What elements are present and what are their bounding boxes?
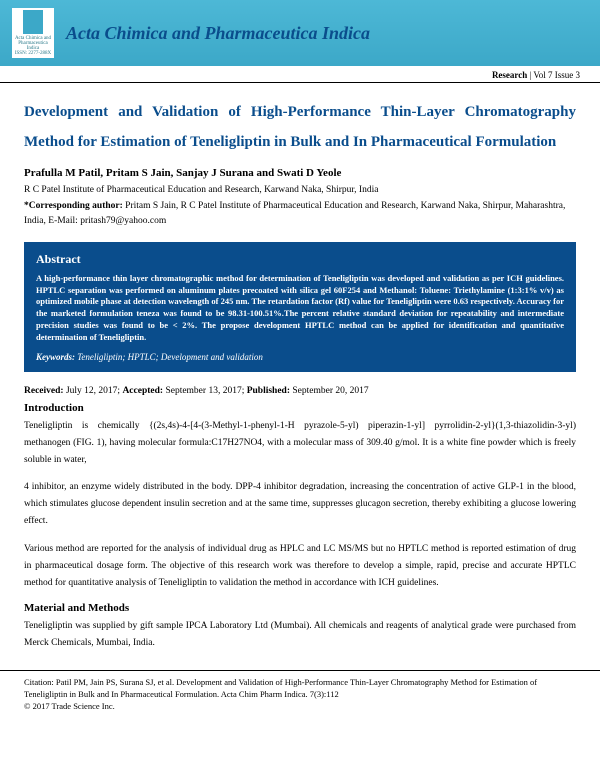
issue-text: | Vol 7 Issue 3 [527,70,580,80]
article-content: Development and Validation of High-Perfo… [0,97,600,652]
corresponding-author: *Corresponding author: Pritam S Jain, R … [24,199,576,229]
intro-paragraph-1: Teneligliptin is chemically {(2s,4s)-4-[… [24,418,576,469]
corresponding-label: *Corresponding author: [24,201,123,211]
published-label: Published: [247,386,290,396]
citation-text: Citation: Patil PM, Jain PS, Surana SJ, … [24,677,576,701]
accepted-date: September 13, 2017; [163,386,247,396]
abstract-heading: Abstract [36,252,564,267]
intro-paragraph-3: Various method are reported for the anal… [24,541,576,592]
accepted-label: Accepted: [122,386,163,396]
published-date: September 20, 2017 [290,386,369,396]
journal-title: Acta Chimica and Pharmaceutica Indica [66,23,370,44]
publication-dates: Received: July 12, 2017; Accepted: Septe… [24,386,576,396]
mm-paragraph-1: Teneligliptin was supplied by gift sampl… [24,618,576,652]
citation-block: Citation: Patil PM, Jain PS, Surana SJ, … [0,670,600,721]
keywords-label: Keywords: [36,352,75,362]
logo-icon [23,10,43,34]
received-label: Received: [24,386,64,396]
abstract-box: Abstract A high-performance thin layer c… [24,242,576,372]
journal-logo: Acta Chimica and Pharmaceutica Indica IS… [12,8,54,58]
keywords-text: Teneligliptin; HPTLC; Development and va… [75,352,263,362]
abstract-text: A high-performance thin layer chromatogr… [36,273,564,344]
introduction-heading: Introduction [24,402,576,414]
copyright-text: © 2017 Trade Science Inc. [24,701,576,713]
research-label: Research [492,70,527,80]
affiliation: R C Patel Institute of Pharmaceutical Ed… [24,183,576,197]
keywords-line: Keywords: Teneligliptin; HPTLC; Developm… [36,352,564,362]
received-date: July 12, 2017; [64,386,123,396]
journal-header: Acta Chimica and Pharmaceutica Indica IS… [0,0,600,66]
materials-methods-heading: Material and Methods [24,602,576,614]
logo-issn: ISSN: 2277-288X [15,51,51,56]
issue-meta: Research | Vol 7 Issue 3 [0,66,600,83]
authors: Prafulla M Patil, Pritam S Jain, Sanjay … [24,167,576,179]
logo-text: Acta Chimica and Pharmaceutica Indica [14,36,52,51]
intro-paragraph-2: 4 inhibitor, an enzyme widely distribute… [24,479,576,530]
article-title: Development and Validation of High-Perfo… [24,97,576,157]
